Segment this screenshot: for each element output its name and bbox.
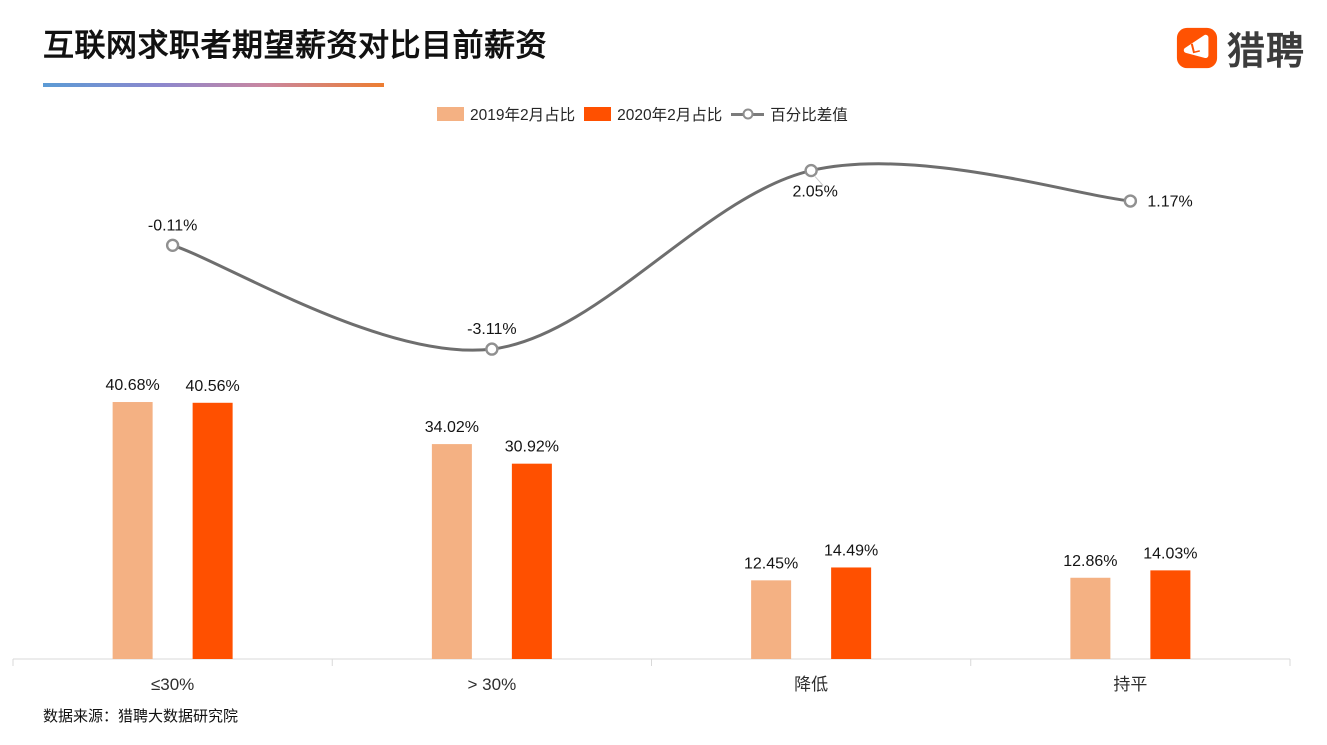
liepin-logo-icon: L <box>1176 27 1218 68</box>
legend-item-2020: 2020年2月占比 <box>584 103 722 125</box>
bar-label-s1-c0: 40.56% <box>185 378 239 395</box>
diff-label-c0: -0.11% <box>148 217 198 234</box>
liepin-logo: L 猎聘 <box>1176 20 1305 75</box>
legend-label-diff: 百分比差值 <box>770 107 848 124</box>
liepin-logo-text: 猎聘 <box>1226 31 1305 73</box>
bar-s1-c2 <box>831 567 872 659</box>
diff-label-leader <box>814 176 824 186</box>
data-source: 数据来源：猎聘大数据研究院 <box>43 708 239 725</box>
legend-line-marker-icon <box>731 108 765 120</box>
legend-swatch-2020 <box>584 107 612 121</box>
bar-label-s1-c1: 30.92% <box>505 439 559 456</box>
bar-label-s1-c2: 14.49% <box>824 542 878 559</box>
svg-text:L: L <box>1189 39 1201 56</box>
diff-label-c3: 1.17% <box>1147 194 1192 211</box>
bar-label-s0-c3: 12.86% <box>1063 553 1117 570</box>
page-title: 互联网求职者期望薪资对比目前薪资 <box>43 28 547 63</box>
category-label-2: 降低 <box>794 675 828 694</box>
diff-marker-c0 <box>165 238 180 253</box>
bar-label-s1-c3: 14.03% <box>1143 545 1197 562</box>
bar-label-s0-c1: 34.02% <box>425 419 479 436</box>
legend-line-dot <box>742 108 754 120</box>
diff-marker-c3 <box>1123 194 1138 208</box>
legend-swatch-2019 <box>437 107 464 121</box>
category-label-1: > 30% <box>468 675 517 694</box>
legend-label-2019: 2019年2月占比 <box>470 107 576 124</box>
diff-marker-c1 <box>485 342 499 356</box>
legend-item-2019: 2019年2月占比 <box>437 103 575 125</box>
bar-s1-c1 <box>511 463 552 659</box>
diff-line <box>172 162 1131 352</box>
bar-s0-c0 <box>112 402 153 659</box>
bar-s0-c1 <box>431 444 472 659</box>
bar-s1-c0 <box>192 402 233 659</box>
bar-label-s0-c0: 40.68% <box>105 377 159 394</box>
category-label-0: ≤30% <box>151 675 194 694</box>
category-label-3: 持平 <box>1113 675 1147 694</box>
chart-legend: 2019年2月占比 2020年2月占比 百分比差值 <box>437 103 848 125</box>
diff-label-c2: 2.05% <box>792 184 837 201</box>
title-underline <box>43 83 384 87</box>
bar-label-s0-c2: 12.45% <box>744 555 798 572</box>
legend-item-diff: 百分比差值 <box>731 103 848 125</box>
bar-s0-c2 <box>751 580 792 659</box>
bar-s0-c3 <box>1070 577 1111 659</box>
diff-marker-c2 <box>804 163 818 178</box>
legend-label-2020: 2020年2月占比 <box>617 107 723 124</box>
bar-s1-c3 <box>1150 570 1191 659</box>
diff-label-c1: -3.11% <box>467 321 517 338</box>
